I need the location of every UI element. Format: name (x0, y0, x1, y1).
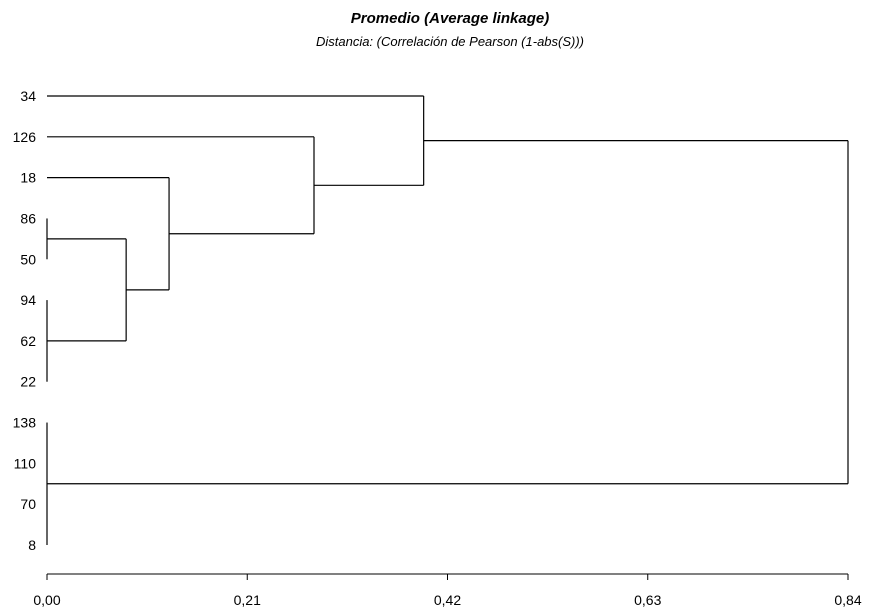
leaf-labels: 34 126 18 86 50 94 62 22 138 110 70 8 (13, 88, 37, 553)
x-tick-label-0: 0,00 (33, 592, 60, 608)
leaf-label-126: 126 (13, 129, 37, 145)
leaf-label-86: 86 (20, 210, 36, 226)
leaf-label-18: 18 (20, 170, 36, 186)
leaf-label-34: 34 (20, 88, 36, 104)
x-tick-label-1: 0,21 (234, 592, 261, 608)
x-axis: 0,00 0,21 0,42 0,63 0,84 (33, 573, 862, 608)
leaf-label-138: 138 (13, 415, 37, 431)
leaf-label-50: 50 (20, 251, 36, 267)
x-tick-label-3: 0,63 (634, 592, 661, 608)
dendrogram-links (46, 95, 849, 545)
leaf-label-8: 8 (28, 537, 36, 553)
leaf-label-94: 94 (20, 292, 36, 308)
chart-title: Promedio (Average linkage) (351, 10, 549, 27)
leaf-label-22: 22 (20, 374, 36, 390)
leaf-label-110: 110 (14, 455, 37, 471)
leaf-label-70: 70 (20, 496, 36, 512)
leaf-label-62: 62 (20, 333, 36, 349)
x-tick-label-2: 0,42 (434, 592, 461, 608)
x-tick-label-4: 0,84 (834, 592, 861, 608)
chart-subtitle: Distancia: (Correlación de Pearson (1-ab… (316, 34, 584, 49)
